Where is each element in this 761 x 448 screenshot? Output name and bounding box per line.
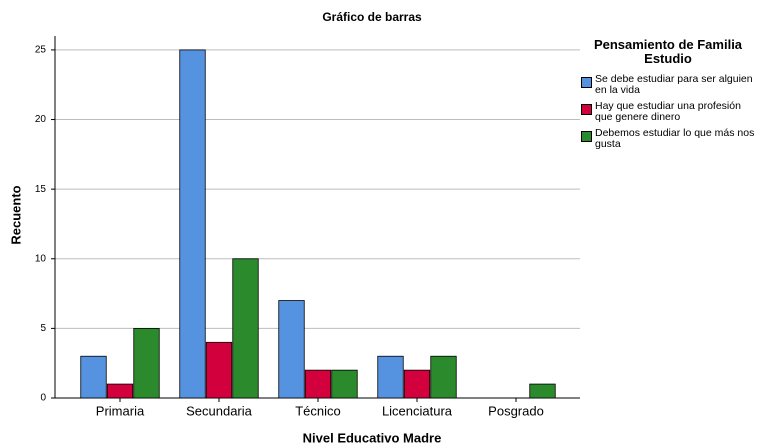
- bar: [529, 383, 556, 399]
- y-axis-label: Recuento: [8, 185, 23, 244]
- bar: [179, 49, 206, 399]
- legend-label: Hay que estudiar una profesión que gener…: [595, 100, 741, 123]
- legend-label: Debemos estudiar lo que más nos gusta: [595, 127, 755, 150]
- bar: [133, 327, 160, 399]
- y-tick-label: 20: [35, 114, 47, 125]
- legend-entry: Se debe estudiar para ser alguien en la …: [578, 74, 761, 96]
- legend-swatch: [581, 77, 592, 88]
- bar: [304, 369, 332, 399]
- x-axis-label: Nivel Educativo Madre: [303, 430, 442, 445]
- legend-title: Pensamiento de Familia Estudio: [593, 37, 743, 66]
- bar: [430, 355, 457, 399]
- x-tick-label: Primaria: [96, 403, 145, 418]
- x-tick-label: Técnico: [295, 403, 341, 418]
- bar: [403, 369, 431, 399]
- bar: [106, 383, 134, 399]
- bar: [377, 355, 404, 399]
- y-tick-label: 15: [35, 184, 47, 195]
- bar: [278, 300, 305, 399]
- y-tick-label: 10: [35, 253, 47, 264]
- legend-swatch: [581, 104, 592, 115]
- x-tick-label: Posgrado: [488, 403, 544, 418]
- legend-label: Se debe estudiar para ser alguien en la …: [595, 73, 753, 96]
- bar: [232, 258, 259, 399]
- y-tick-label: 0: [40, 393, 46, 404]
- legend: Pensamiento de Familia Estudio Se debe e…: [578, 38, 761, 155]
- bar: [80, 355, 107, 399]
- legend-swatch: [581, 131, 592, 142]
- x-tick-label: Licenciatura: [382, 403, 453, 418]
- chart-title: Gráfico de barras: [322, 10, 422, 24]
- legend-entry: Hay que estudiar una profesión que gener…: [578, 101, 761, 123]
- y-tick-label: 5: [40, 323, 46, 334]
- bar: [205, 341, 233, 399]
- x-tick-label: Secundaria: [186, 403, 253, 418]
- bar: [331, 369, 358, 399]
- y-tick-label: 25: [35, 45, 47, 56]
- legend-entry: Debemos estudiar lo que más nos gusta: [578, 128, 761, 150]
